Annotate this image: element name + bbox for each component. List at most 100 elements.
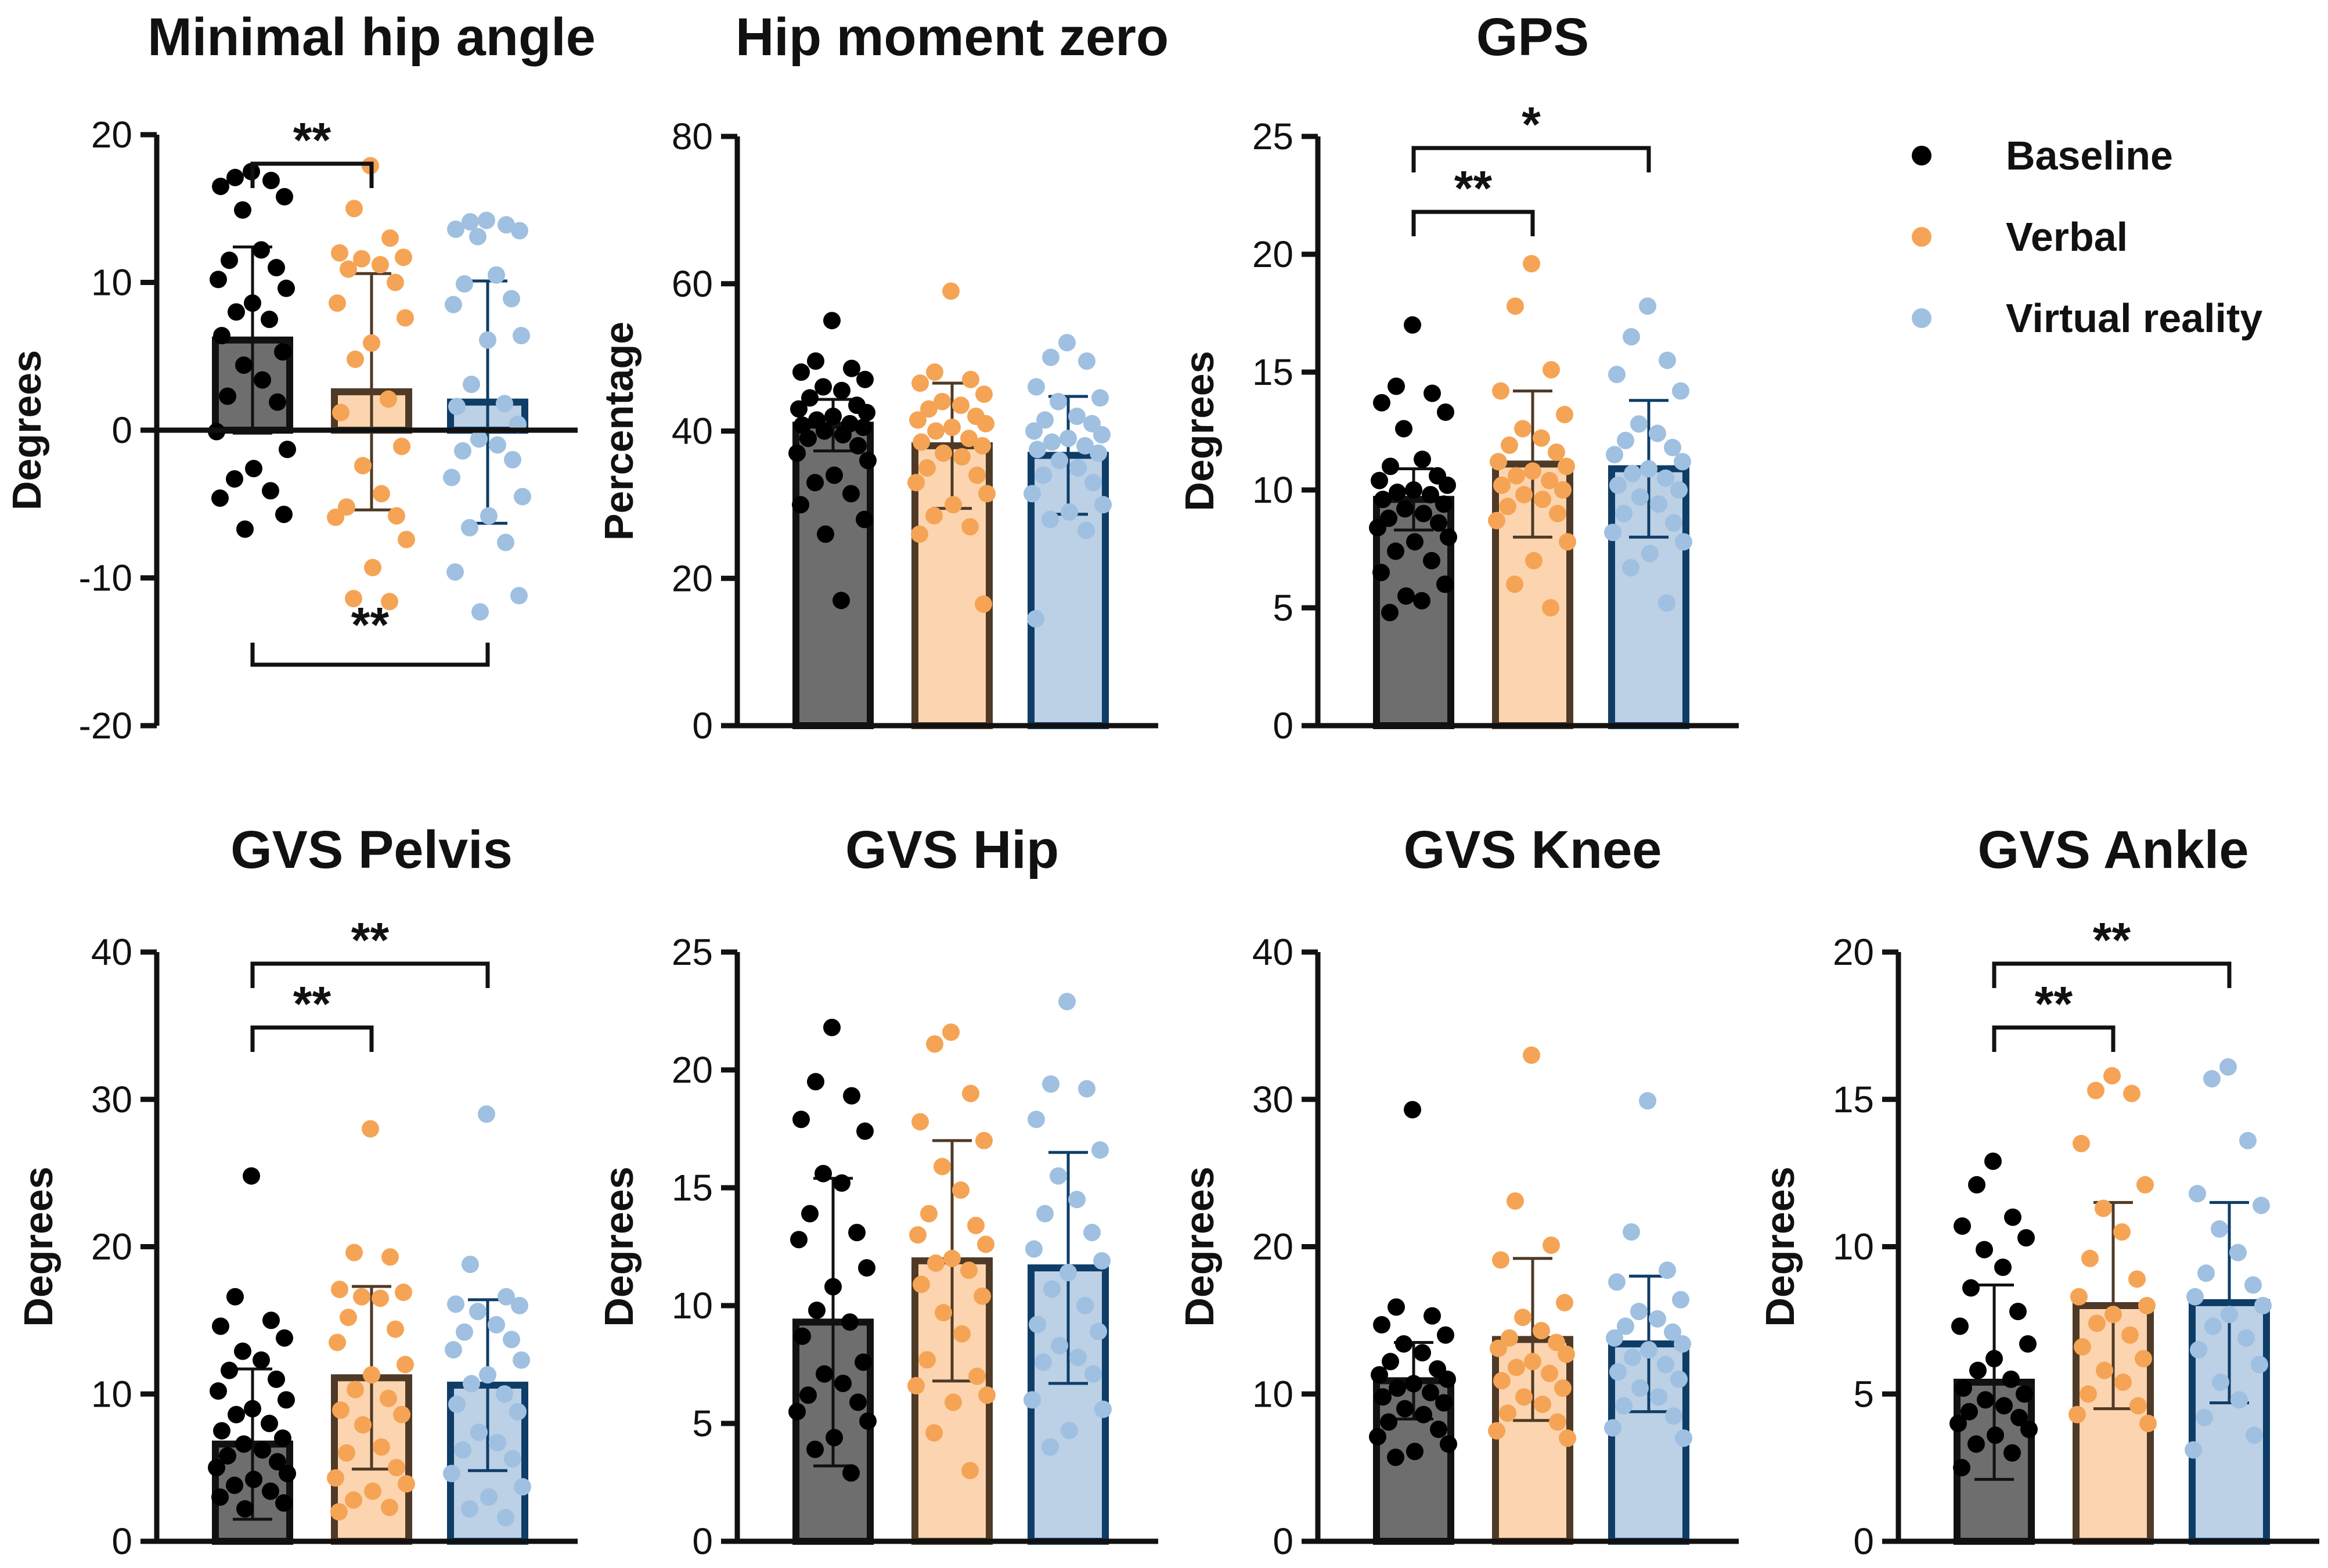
data-point: [1440, 528, 1457, 546]
data-point: [1556, 1293, 1573, 1311]
data-point: [1499, 498, 1516, 516]
data-point: [2020, 1421, 2038, 1439]
data-point: [1068, 408, 1086, 426]
data-point: [2219, 1058, 2237, 1076]
data-point: [826, 1429, 843, 1447]
data-point: [1534, 491, 1551, 509]
y-axis-label: Percentage: [596, 322, 642, 540]
data-point: [1641, 545, 1659, 563]
y-tick-label: 0: [1273, 1520, 1293, 1562]
data-point: [221, 251, 238, 269]
chart-title: Minimal hip angle: [147, 8, 596, 67]
data-point: [1090, 1322, 1107, 1340]
data-point: [480, 1488, 498, 1506]
data-point: [479, 1366, 496, 1384]
data-point: [345, 1491, 362, 1509]
data-point: [1675, 1429, 1692, 1447]
data-point: [1617, 431, 1634, 449]
data-point: [1515, 1388, 1533, 1406]
data-point: [1541, 1364, 1558, 1382]
data-point: [261, 311, 278, 329]
data-point: [2244, 1276, 2262, 1294]
y-tick-label: 30: [91, 1079, 132, 1120]
y-tick-label: -20: [79, 705, 133, 747]
data-point: [1533, 429, 1550, 447]
data-point: [1091, 389, 1109, 407]
y-axis-label: Degrees: [1177, 1166, 1222, 1327]
data-point: [1672, 1291, 1689, 1309]
data-point: [1609, 1363, 1627, 1381]
data-point: [1523, 255, 1540, 273]
significance-label: **: [293, 976, 331, 1031]
data-point: [1440, 1435, 1457, 1453]
data-point: [213, 327, 230, 345]
data-point: [961, 518, 979, 536]
y-tick-label: 40: [91, 931, 132, 973]
data-point: [395, 248, 412, 266]
data-point: [235, 356, 253, 374]
data-point: [975, 385, 993, 403]
data-point: [1436, 575, 1454, 593]
y-tick-label: 20: [672, 1049, 713, 1091]
y-tick-label: 0: [111, 1520, 132, 1562]
data-point: [1659, 351, 1676, 369]
data-point: [1492, 382, 1509, 400]
data-point: [1649, 1310, 1666, 1328]
data-point: [1962, 1279, 1980, 1297]
data-point: [332, 403, 349, 421]
data-point: [2070, 1288, 2088, 1306]
data-point: [960, 1261, 978, 1279]
data-point: [395, 1284, 412, 1302]
data-point: [1042, 1438, 1059, 1456]
data-point: [1051, 1337, 1068, 1355]
data-point: [1028, 378, 1045, 396]
data-point: [801, 389, 819, 407]
data-point: [1672, 382, 1689, 400]
data-point: [807, 1073, 824, 1091]
data-point: [363, 334, 380, 352]
data-point: [1630, 415, 1648, 433]
data-point: [1985, 1350, 2003, 1368]
data-point: [1549, 504, 1566, 522]
data-point: [2139, 1415, 2157, 1432]
data-point: [1514, 1309, 1531, 1327]
data-point: [393, 437, 410, 455]
data-point: [1060, 430, 1077, 448]
data-point: [2196, 1408, 2213, 1426]
data-point: [2253, 1196, 2270, 1214]
data-point: [801, 1205, 819, 1223]
data-point: [918, 459, 936, 477]
data-point: [2010, 1408, 2028, 1426]
data-point: [329, 294, 346, 312]
data-point: [1987, 1426, 2004, 1444]
data-point: [2135, 1350, 2152, 1368]
data-point: [274, 1429, 291, 1447]
data-point: [1665, 1407, 1682, 1425]
data-point: [1488, 511, 1505, 529]
data-point: [1090, 444, 1107, 462]
significance-label: **: [351, 597, 390, 652]
data-point: [1969, 1361, 1987, 1379]
data-point: [1549, 1413, 1566, 1431]
data-point: [1415, 1405, 1432, 1423]
data-point: [235, 1435, 253, 1453]
significance-bracket: **: [250, 976, 374, 1052]
legend: Baseline Verbal Virtual reality: [1912, 133, 2262, 341]
data-point: [2185, 1441, 2202, 1459]
data-point: [397, 1356, 414, 1374]
data-point: [364, 1482, 381, 1500]
data-point: [1043, 433, 1061, 451]
data-point: [935, 1304, 952, 1322]
data-point: [794, 1327, 811, 1345]
data-point: [909, 1226, 927, 1244]
y-tick-label: 30: [1252, 1079, 1293, 1120]
data-point: [1076, 1297, 1094, 1314]
data-point: [338, 498, 355, 516]
data-point: [219, 1447, 236, 1465]
data-point: [833, 1174, 851, 1192]
data-point: [952, 1181, 970, 1199]
data-point: [236, 520, 254, 538]
data-point: [1069, 459, 1087, 477]
significance-bracket: **: [250, 913, 490, 988]
